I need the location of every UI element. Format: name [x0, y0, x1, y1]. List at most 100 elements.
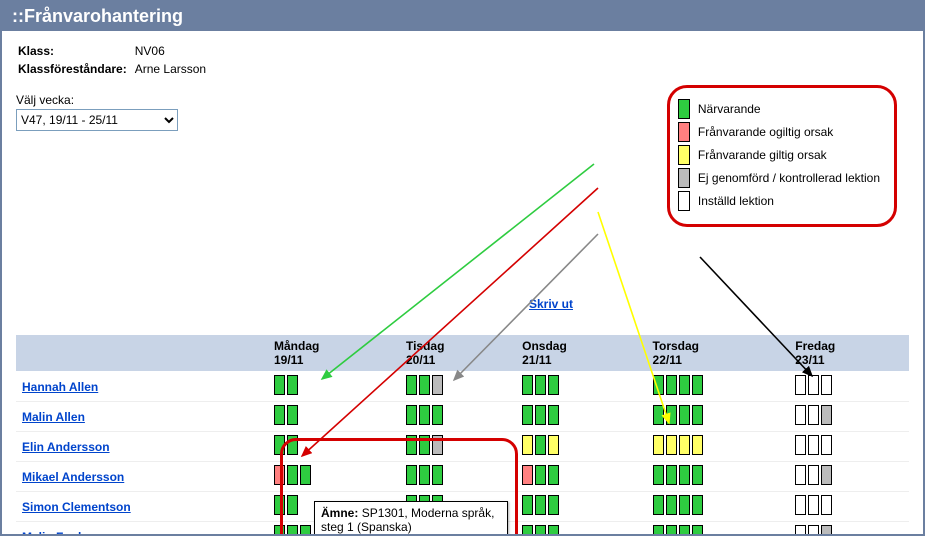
lesson-block[interactable] [653, 525, 664, 536]
lesson-block[interactable] [522, 435, 533, 455]
student-link[interactable]: Mikael Andersson [22, 470, 124, 484]
lesson-block[interactable] [821, 435, 832, 455]
lesson-block[interactable] [548, 495, 559, 515]
print-link[interactable]: Skriv ut [529, 297, 573, 311]
lesson-block[interactable] [666, 405, 677, 425]
lesson-group [795, 525, 832, 536]
lesson-block[interactable] [406, 405, 417, 425]
lesson-block[interactable] [808, 435, 819, 455]
lesson-block[interactable] [535, 495, 546, 515]
lesson-block[interactable] [653, 465, 664, 485]
legend-row: Inställd lektion [678, 191, 880, 211]
lesson-block[interactable] [808, 375, 819, 395]
lesson-block[interactable] [679, 375, 690, 395]
student-link[interactable]: Malin Funke [22, 530, 91, 536]
lesson-block[interactable] [821, 465, 832, 485]
lesson-block[interactable] [406, 375, 417, 395]
lesson-block[interactable] [419, 405, 430, 425]
lesson-block[interactable] [808, 525, 819, 536]
lesson-block[interactable] [522, 375, 533, 395]
lesson-block[interactable] [692, 405, 703, 425]
lesson-block[interactable] [548, 465, 559, 485]
lesson-block[interactable] [274, 405, 285, 425]
lesson-block[interactable] [548, 405, 559, 425]
lesson-block[interactable] [548, 435, 559, 455]
student-link[interactable]: Simon Clementson [22, 500, 131, 514]
lesson-block[interactable] [679, 405, 690, 425]
lesson-block[interactable] [432, 375, 443, 395]
student-link[interactable]: Malin Allen [22, 410, 85, 424]
col-header-day: Tisdag20/11 [400, 335, 516, 372]
window-title: ::Frånvarohantering [2, 2, 923, 31]
legend-row: Frånvarande ogiltig orsak [678, 122, 880, 142]
lesson-block[interactable] [287, 375, 298, 395]
lesson-group [653, 375, 703, 395]
lesson-block[interactable] [808, 495, 819, 515]
lesson-block[interactable] [535, 375, 546, 395]
lesson-block[interactable] [692, 465, 703, 485]
lesson-block[interactable] [653, 405, 664, 425]
lesson-block[interactable] [821, 405, 832, 425]
lesson-block[interactable] [808, 405, 819, 425]
week-select[interactable]: V47, 19/11 - 25/11 [16, 109, 178, 131]
legend-swatch [678, 145, 690, 165]
lesson-block[interactable] [795, 435, 806, 455]
lesson-block[interactable] [653, 495, 664, 515]
lesson-block[interactable] [795, 465, 806, 485]
lesson-block[interactable] [679, 465, 690, 485]
legend-swatch [678, 122, 690, 142]
tooltip-subject-label: Ämne: [321, 506, 358, 520]
lesson-block[interactable] [666, 525, 677, 536]
klass-value: NV06 [135, 43, 212, 59]
legend-label: Frånvarande ogiltig orsak [698, 125, 833, 139]
lesson-block[interactable] [795, 525, 806, 536]
lesson-block[interactable] [535, 405, 546, 425]
lesson-block[interactable] [679, 495, 690, 515]
legend-swatch [678, 168, 690, 188]
lesson-block[interactable] [666, 375, 677, 395]
lesson-block[interactable] [808, 465, 819, 485]
lesson-block[interactable] [679, 525, 690, 536]
lesson-block[interactable] [548, 375, 559, 395]
lesson-block[interactable] [522, 525, 533, 536]
lesson-block[interactable] [692, 525, 703, 536]
lesson-block[interactable] [548, 525, 559, 536]
lesson-block[interactable] [692, 375, 703, 395]
lesson-block[interactable] [535, 435, 546, 455]
lesson-block[interactable] [795, 495, 806, 515]
col-header-day: Måndag19/11 [268, 335, 400, 372]
lesson-block[interactable] [522, 495, 533, 515]
legend-row: Frånvarande giltig orsak [678, 145, 880, 165]
student-link[interactable]: Elin Andersson [22, 440, 110, 454]
lesson-block[interactable] [666, 495, 677, 515]
lesson-block[interactable] [522, 405, 533, 425]
lesson-group [653, 435, 703, 455]
lesson-group [406, 405, 443, 425]
lesson-block[interactable] [432, 405, 443, 425]
lesson-block[interactable] [795, 405, 806, 425]
lesson-group [522, 435, 559, 455]
lesson-block[interactable] [419, 375, 430, 395]
lesson-block[interactable] [653, 375, 664, 395]
lesson-block[interactable] [535, 465, 546, 485]
lesson-block[interactable] [274, 375, 285, 395]
lesson-block[interactable] [795, 375, 806, 395]
lesson-block[interactable] [679, 435, 690, 455]
lesson-block[interactable] [692, 495, 703, 515]
lesson-block[interactable] [535, 525, 546, 536]
lesson-block[interactable] [821, 495, 832, 515]
lesson-block[interactable] [821, 375, 832, 395]
class-meta: Klass:NV06 Klassföreståndare:Arne Larsso… [16, 41, 214, 79]
lesson-block[interactable] [287, 405, 298, 425]
lesson-block[interactable] [666, 435, 677, 455]
lesson-group [795, 405, 832, 425]
lesson-group [522, 495, 559, 515]
lesson-block[interactable] [666, 465, 677, 485]
lesson-block[interactable] [692, 435, 703, 455]
lesson-group [274, 405, 298, 425]
lesson-group [522, 375, 559, 395]
student-link[interactable]: Hannah Allen [22, 380, 98, 394]
lesson-block[interactable] [653, 435, 664, 455]
lesson-block[interactable] [821, 525, 832, 536]
lesson-block[interactable] [522, 465, 533, 485]
